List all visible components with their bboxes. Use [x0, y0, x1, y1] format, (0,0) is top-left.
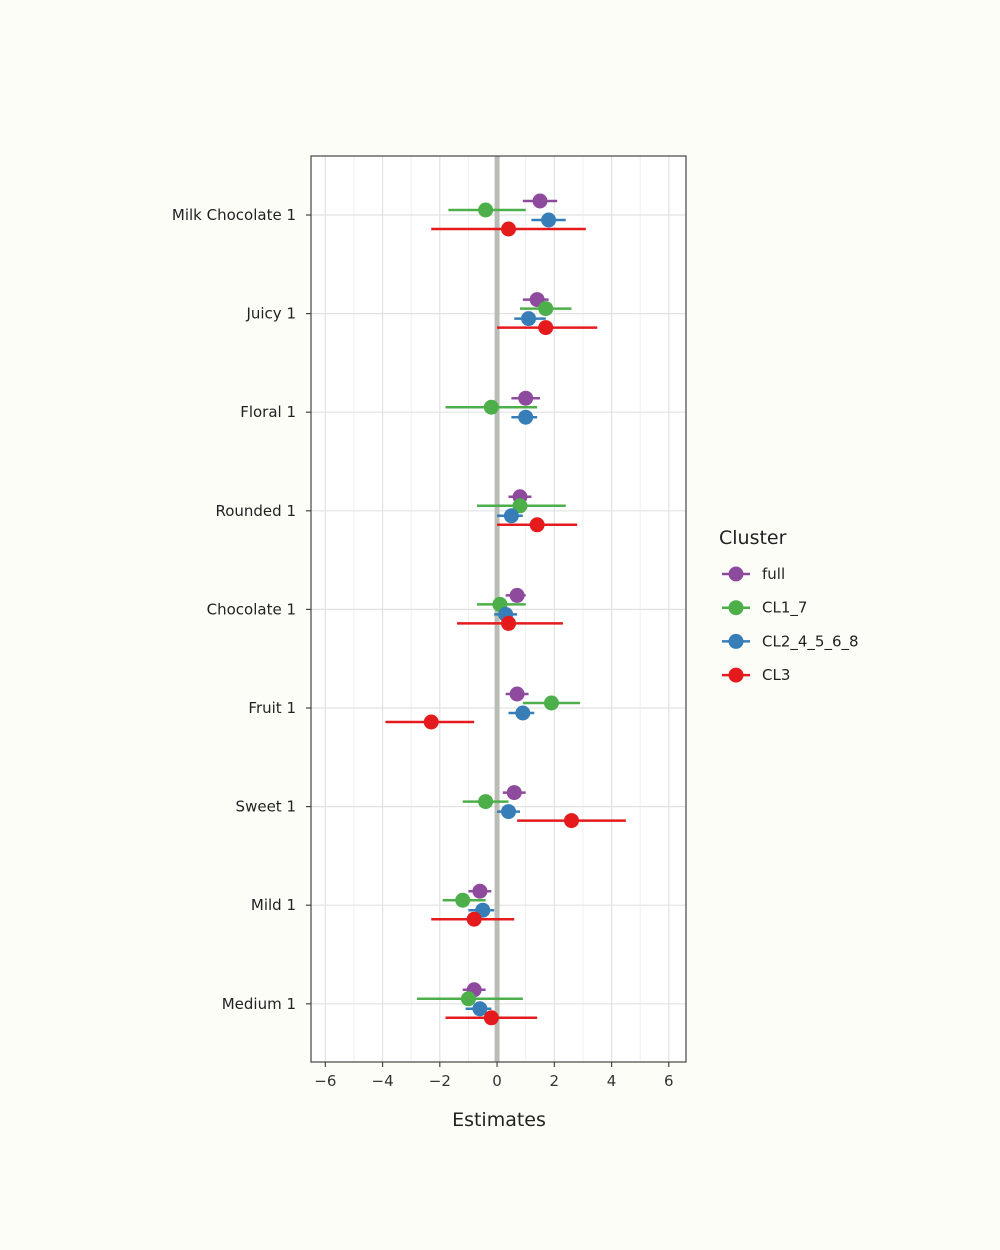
series-CL2_4_5_6_8	[465, 212, 566, 1017]
data-point	[472, 883, 488, 899]
legend-label: full	[762, 565, 785, 583]
series-CL1_7	[416, 202, 581, 1007]
legend-key-point	[728, 633, 744, 649]
legend-key-point	[728, 566, 744, 582]
x-tick-label: 2	[550, 1072, 560, 1090]
data-point	[543, 695, 559, 711]
x-tick-label: −6	[314, 1072, 336, 1090]
data-point	[503, 508, 519, 524]
data-point	[538, 320, 554, 336]
data-point	[509, 587, 525, 603]
legend-item-CL3: CL3	[722, 666, 790, 684]
data-point	[515, 705, 531, 721]
y-category-label: Juicy 1	[245, 305, 296, 323]
x-tick-label: 6	[664, 1072, 674, 1090]
data-point	[466, 911, 482, 927]
data-point	[455, 892, 471, 908]
legend-items: full CL1_7 CL2_4_5_6_8 CL3	[722, 565, 859, 684]
x-tick-label: −4	[372, 1072, 394, 1090]
y-category-label: Medium 1	[222, 995, 296, 1013]
plot-panel	[310, 155, 687, 1063]
data-point	[512, 498, 528, 514]
series-full	[462, 193, 558, 998]
data-point	[506, 785, 522, 801]
y-category-label: Sweet 1	[236, 798, 296, 816]
data-point	[478, 202, 494, 218]
legend-label: CL1_7	[762, 599, 807, 618]
data-point	[529, 517, 545, 533]
y-category-label: Mild 1	[251, 896, 296, 914]
data-point	[501, 221, 517, 237]
legend: Cluster full CL1_7 CL2_4_5_6_8 CL3	[719, 527, 859, 684]
y-category-label: Rounded 1	[215, 502, 296, 520]
y-category-label: Floral 1	[240, 403, 296, 421]
data-point	[478, 794, 494, 810]
series-CL3	[385, 221, 626, 1026]
legend-title: Cluster	[719, 527, 787, 549]
data-point	[563, 813, 579, 829]
legend-item-CL2_4_5_6_8: CL2_4_5_6_8	[722, 632, 859, 651]
legend-item-full: full	[722, 565, 785, 583]
data-point	[518, 390, 534, 406]
data-point	[483, 399, 499, 415]
y-axis-labels: Milk Chocolate 1 Juicy 1 Floral 1 Rounded 1…	[172, 206, 311, 1013]
data-point	[423, 714, 439, 730]
y-category-label: Fruit 1	[248, 699, 296, 717]
legend-item-CL1_7: CL1_7	[722, 599, 807, 618]
data-point	[509, 686, 525, 702]
legend-label: CL3	[762, 666, 790, 684]
data-point	[472, 1001, 488, 1017]
x-tick-label: 0	[492, 1072, 502, 1090]
data-point	[521, 311, 537, 327]
y-category-label: Chocolate 1	[207, 600, 296, 618]
data-point	[460, 991, 476, 1007]
legend-key-point	[728, 667, 744, 683]
x-axis-title: Estimates	[452, 1109, 546, 1131]
data-point	[501, 804, 517, 820]
x-axis-ticks: −6 −4 −2 0 2 4 6	[314, 1062, 674, 1090]
data-point	[541, 212, 557, 228]
data-point	[532, 193, 548, 209]
data-point	[518, 409, 534, 425]
data-point	[538, 301, 554, 317]
data-point	[483, 1010, 499, 1026]
data-point	[501, 615, 517, 631]
legend-key-point	[728, 600, 744, 616]
x-tick-label: 4	[607, 1072, 617, 1090]
x-tick-label: −2	[429, 1072, 451, 1090]
y-category-label: Milk Chocolate 1	[172, 206, 296, 224]
legend-label: CL2_4_5_6_8	[762, 632, 859, 651]
